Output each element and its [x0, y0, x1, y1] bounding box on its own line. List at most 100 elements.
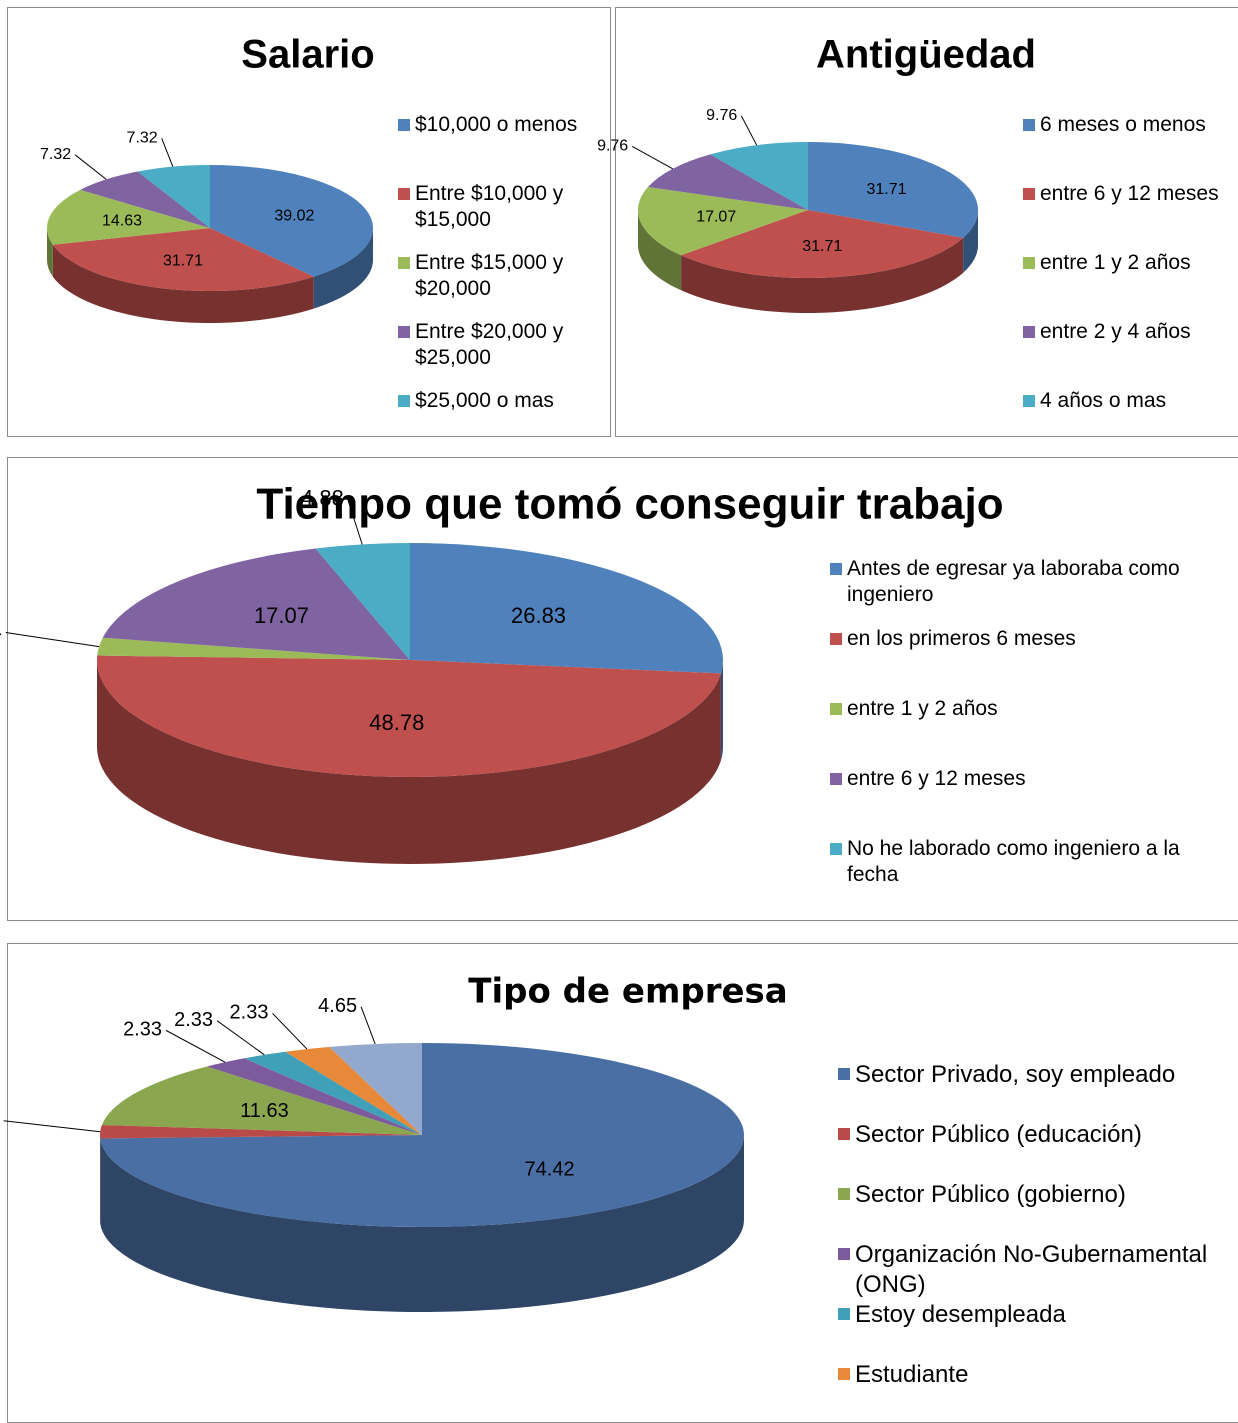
data-label: 17.07: [254, 603, 309, 628]
pie-slice: [410, 543, 723, 673]
legend-label: No he laborado como ingeniero a la fecha: [847, 836, 1235, 889]
legend-item: entre 6 y 12 meses: [1023, 181, 1223, 207]
legend-label: entre 6 y 12 meses: [847, 766, 1026, 792]
legend-label: Sector Público (gobierno): [855, 1180, 1126, 1210]
legend-item: 6 meses o menos: [1023, 112, 1223, 138]
data-label: 14.63: [102, 213, 142, 230]
legend-swatch: [398, 119, 410, 131]
pie-side: [721, 660, 723, 760]
data-label: 7.32: [127, 129, 158, 146]
legend-label: en los primeros 6 meses: [847, 626, 1076, 652]
legend-item: entre 6 y 12 meses: [830, 766, 1235, 792]
legend-item: Antes de egresar ya laboraba como ingeni…: [830, 556, 1235, 609]
legend-label: entre 1 y 2 años: [847, 696, 998, 722]
leader-line: [4, 1121, 101, 1132]
chart-title: Tiempo que tomó conseguir trabajo: [256, 480, 1003, 529]
legend-swatch: [838, 1128, 850, 1140]
legend-swatch: [1023, 395, 1035, 407]
legend-swatch: [830, 633, 842, 645]
data-label: 2.44: [0, 618, 2, 643]
legend-item: Estoy desempleada: [838, 1300, 1228, 1330]
legend-item: Entre $10,000 y $15,000: [398, 181, 598, 234]
legend-label: Estudiante: [855, 1360, 968, 1390]
data-label: 9.76: [706, 107, 737, 124]
legend-item: Entre $20,000 y $25,000: [398, 319, 598, 372]
legend-swatch: [838, 1188, 850, 1200]
legend-label: Sector Privado, soy empleado: [855, 1060, 1175, 1090]
legend-item: Sector Público (gobierno): [838, 1180, 1228, 1210]
legend-item: entre 2 y 4 años: [1023, 319, 1223, 345]
legend-label: entre 1 y 2 años: [1040, 250, 1191, 276]
data-label: 11.63: [240, 1100, 289, 1122]
legend-item: en los primeros 6 meses: [830, 626, 1235, 652]
legend-item: $25,000 o mas: [398, 388, 598, 414]
leader-line: [632, 146, 673, 168]
legend-item: entre 1 y 2 años: [830, 696, 1235, 722]
data-label: 31.71: [802, 238, 842, 255]
data-label: 4.88: [301, 485, 344, 510]
data-label: 4.65: [318, 995, 357, 1017]
legend-swatch: [838, 1368, 850, 1380]
leader-line: [166, 1030, 225, 1062]
legend-swatch: [1023, 257, 1035, 269]
legend-label: 4 años o mas: [1040, 388, 1166, 414]
legend-label: $25,000 o mas: [415, 388, 554, 414]
legend-label: Organización No-Gubernamental (ONG): [855, 1240, 1228, 1300]
data-label: 74.42: [525, 1158, 575, 1180]
leader-line: [741, 116, 756, 145]
legend-label: $10,000 o menos: [415, 112, 577, 138]
legend-label: Estoy desempleada: [855, 1300, 1066, 1330]
legend-swatch: [830, 563, 842, 575]
leader-line: [217, 1021, 264, 1055]
leader-line: [272, 1013, 307, 1049]
legend-label: Entre $10,000 y $15,000: [415, 181, 598, 234]
legend-swatch: [830, 843, 842, 855]
legend-label: Entre $20,000 y $25,000: [415, 319, 598, 372]
legend-swatch: [1023, 119, 1035, 131]
legend-label: entre 6 y 12 meses: [1040, 181, 1219, 207]
leader-line: [75, 155, 106, 180]
legend-label: Sector Público (educación): [855, 1120, 1142, 1150]
data-label: 2.33: [123, 1019, 162, 1041]
legend-item: Entre $15,000 y $20,000: [398, 250, 598, 303]
legend-swatch: [1023, 326, 1035, 338]
leader-line: [162, 138, 173, 166]
data-label: 2.33: [174, 1009, 213, 1031]
legend-item: entre 1 y 2 años: [1023, 250, 1223, 276]
data-label: 26.83: [511, 603, 566, 628]
chart-title: Salario: [241, 33, 374, 77]
data-label: 39.02: [274, 208, 314, 225]
legend-swatch: [398, 326, 410, 338]
legend-label: Entre $15,000 y $20,000: [415, 250, 598, 303]
legend-swatch: [398, 395, 410, 407]
legend-label: 6 meses o menos: [1040, 112, 1206, 138]
legend-item: No he laborado como ingeniero a la fecha: [830, 836, 1235, 889]
legend-swatch: [1023, 188, 1035, 200]
legend-label: Antes de egresar ya laboraba como ingeni…: [847, 556, 1235, 609]
legend-swatch: [830, 773, 842, 785]
data-label: 31.71: [163, 252, 203, 269]
data-label: 9.76: [597, 138, 628, 155]
data-label: 31.71: [866, 181, 906, 198]
data-label: 48.78: [369, 710, 424, 735]
legend-item: Sector Público (educación): [838, 1120, 1228, 1150]
legend-swatch: [398, 188, 410, 200]
chart-title: Antigüedad: [816, 33, 1036, 77]
legend-item: Sector Privado, soy empleado: [838, 1060, 1228, 1090]
data-label: 2.33: [230, 1002, 269, 1024]
legend-item: Estudiante: [838, 1360, 1228, 1390]
legend-swatch: [838, 1308, 850, 1320]
leader-line: [361, 1007, 375, 1044]
legend-swatch: [398, 257, 410, 269]
legend-label: entre 2 y 4 años: [1040, 319, 1191, 345]
legend-swatch: [838, 1248, 850, 1260]
legend-item: Organización No-Gubernamental (ONG): [838, 1240, 1228, 1300]
leader-line: [6, 633, 99, 647]
legend-swatch: [838, 1068, 850, 1080]
chart-title: Tipo de empresa: [468, 972, 787, 1012]
data-label: 7.32: [40, 146, 71, 163]
legend-item: $10,000 o menos: [398, 112, 598, 138]
legend-item: 4 años o mas: [1023, 388, 1223, 414]
legend-swatch: [830, 703, 842, 715]
